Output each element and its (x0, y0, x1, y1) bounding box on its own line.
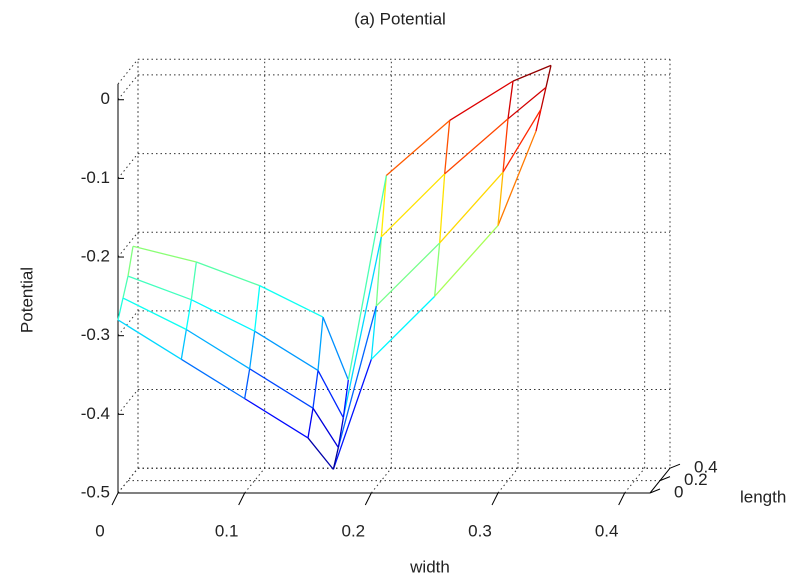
mesh-segment (444, 120, 451, 174)
mesh-segment (307, 437, 334, 470)
x-tick-label: 0.1 (215, 521, 239, 540)
x-tick-label: 0.2 (342, 521, 366, 540)
y-axis (649, 467, 671, 494)
mesh-segment (332, 359, 372, 470)
mesh-segment (244, 368, 251, 399)
z-axis-label: Potential (17, 267, 36, 333)
x-tick (238, 492, 246, 506)
mesh-segment (317, 370, 344, 418)
x-axis-label: width (409, 557, 450, 576)
x-tick (618, 492, 626, 506)
mesh-segment (380, 175, 387, 237)
x-tick (491, 492, 499, 506)
mesh-segment (545, 65, 552, 88)
x-tick-label: 0.3 (468, 521, 492, 540)
box-edge (117, 58, 139, 85)
mesh-segment (180, 329, 187, 360)
mesh-segment (190, 261, 197, 300)
mesh-segment (254, 285, 261, 332)
mesh-segment (535, 109, 542, 132)
mesh-segment (502, 118, 509, 173)
mesh-segment (185, 299, 192, 330)
grid-line (117, 231, 139, 258)
mesh-segment (444, 118, 509, 175)
x-tick (111, 492, 119, 506)
mesh-segment (375, 236, 382, 306)
grid-line (117, 153, 139, 179)
mesh-segment (249, 331, 256, 369)
mesh-segment (337, 417, 344, 448)
mesh-segment (385, 119, 451, 177)
mesh-segment (342, 236, 382, 418)
mesh-segment (347, 175, 387, 381)
mesh-segment (312, 407, 339, 448)
mesh-segment (307, 408, 314, 439)
mesh-segment (312, 370, 319, 409)
x-tick-label: 0 (95, 521, 104, 540)
y-tick (669, 463, 681, 469)
mesh-segment (127, 275, 192, 301)
grid-line (117, 467, 139, 494)
mesh-segment (439, 171, 504, 244)
mesh-segment (434, 242, 441, 297)
y-tick-label: 0.4 (694, 458, 718, 477)
mesh-segment (497, 172, 504, 226)
mesh-segment (254, 330, 319, 372)
mesh-segment (540, 87, 547, 110)
mesh-segment (180, 358, 246, 400)
mesh-segment (507, 81, 514, 119)
z-tick-label: -0.1 (81, 168, 110, 187)
chart-title: (a) Potential (354, 9, 446, 28)
mesh-segment (502, 108, 542, 173)
grid-line (370, 467, 392, 494)
mesh-segment (122, 275, 129, 299)
y-tick-label: 0.2 (684, 470, 708, 489)
y-tick (659, 476, 671, 482)
mesh-segment (337, 305, 377, 448)
mesh-segment (117, 319, 182, 360)
mesh-segment (375, 242, 441, 307)
mesh-segment (127, 246, 134, 277)
y-axis-label: length (740, 487, 786, 506)
mesh-segment (317, 317, 324, 371)
mesh-segment (342, 379, 349, 418)
mesh-segment (512, 64, 552, 82)
x-tick-label: 0.4 (595, 521, 619, 540)
mesh-segment (322, 316, 349, 381)
z-tick-label: -0.5 (81, 482, 110, 501)
z-tick-label: -0.3 (81, 325, 110, 344)
mesh-segment (244, 398, 309, 439)
z-tick-label: 0 (101, 89, 110, 108)
mesh-segment (191, 299, 255, 332)
mesh-segment (497, 130, 537, 226)
mesh-segment (332, 447, 339, 470)
grid-line (244, 467, 266, 494)
mesh-segment (370, 295, 436, 360)
mesh-segment (370, 305, 377, 360)
grid-line (117, 389, 139, 415)
grid-line (624, 467, 646, 494)
mesh-segment (132, 245, 197, 263)
mesh-segment (249, 368, 314, 409)
grid-line (497, 467, 519, 494)
mesh-segment (449, 80, 514, 122)
grid-line (117, 74, 139, 101)
x-tick (364, 492, 372, 506)
mesh-segment (117, 297, 124, 321)
mesh-segment (434, 225, 499, 297)
z-tick-label: -0.2 (81, 247, 110, 266)
y-tick (649, 488, 661, 494)
mesh-segment (185, 328, 251, 370)
mesh-segment (259, 285, 324, 318)
mesh-segment (507, 86, 547, 120)
mesh-segment (380, 173, 446, 238)
mesh-segment (122, 297, 187, 331)
grid-line (117, 310, 139, 337)
mesh-segment (439, 173, 446, 244)
mesh-segment (196, 261, 260, 287)
z-tick-label: -0.4 (81, 404, 110, 423)
y-tick-label: 0 (674, 482, 683, 501)
